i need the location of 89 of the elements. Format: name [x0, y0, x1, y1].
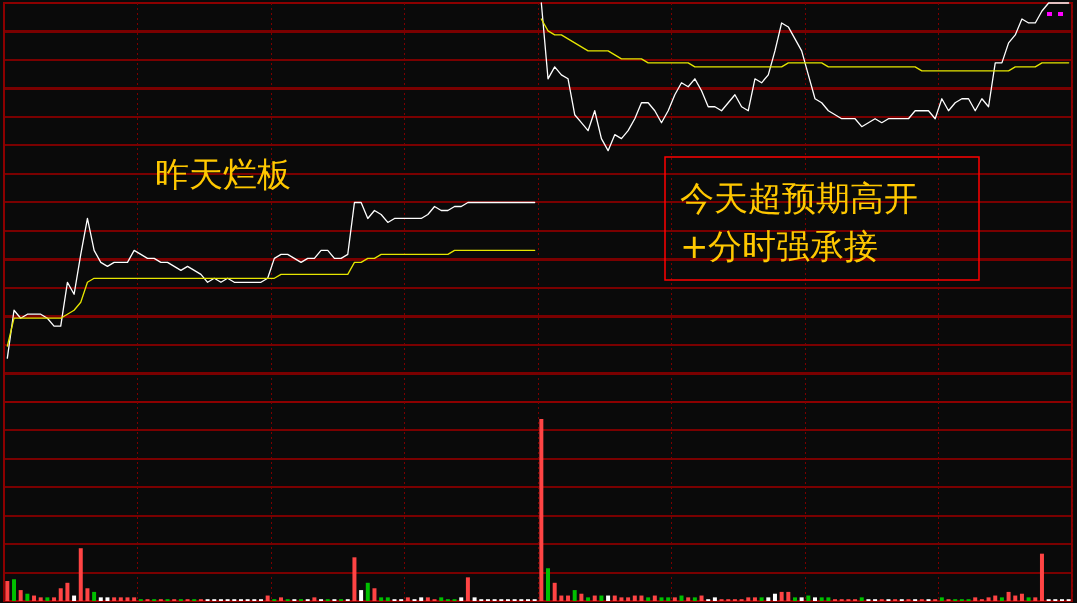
- bar: [552, 582, 557, 601]
- bar: [639, 595, 644, 601]
- bar: [806, 595, 811, 601]
- bar: [265, 595, 270, 601]
- bar: [566, 595, 571, 601]
- bar: [18, 590, 23, 601]
- bar: [312, 597, 317, 601]
- bar: [686, 597, 691, 601]
- bar: [606, 595, 611, 601]
- bar: [78, 548, 83, 601]
- bar: [365, 582, 370, 601]
- bar: [792, 597, 797, 601]
- bar: [766, 597, 771, 601]
- bar: [986, 597, 991, 601]
- bar: [1013, 595, 1018, 601]
- bar: [779, 591, 784, 601]
- annotation: 昨天烂板: [155, 154, 291, 194]
- bar: [1006, 591, 1011, 601]
- bar: [372, 588, 377, 601]
- bar: [572, 590, 577, 601]
- bar: [999, 597, 1004, 601]
- bar: [405, 597, 410, 601]
- bar: [973, 597, 978, 601]
- bar: [786, 591, 791, 601]
- bar: [626, 597, 631, 601]
- bar: [72, 595, 77, 601]
- bar: [359, 590, 364, 601]
- bar: [85, 588, 90, 601]
- bar: [712, 597, 717, 601]
- bar: [939, 597, 944, 601]
- bar: [799, 597, 804, 601]
- bar: [5, 580, 10, 601]
- bar: [813, 597, 818, 601]
- bar: [45, 597, 50, 601]
- bar: [652, 595, 657, 601]
- bar: [425, 597, 430, 601]
- bar: [52, 597, 57, 601]
- bar: [666, 597, 671, 601]
- bar: [385, 597, 390, 601]
- bar: [612, 595, 617, 601]
- bar: [352, 557, 357, 601]
- bar: [379, 597, 384, 601]
- bar: [1026, 597, 1031, 601]
- bar: [759, 597, 764, 601]
- bar: [112, 597, 117, 601]
- bar: [92, 591, 97, 601]
- bar: [12, 579, 17, 601]
- bar: [679, 595, 684, 601]
- bar: [465, 577, 470, 601]
- bar: [746, 597, 751, 601]
- bar: [599, 595, 604, 601]
- bar: [25, 593, 30, 601]
- bar: [646, 597, 651, 601]
- bar: [65, 582, 70, 601]
- bar: [699, 595, 704, 601]
- bar: [546, 568, 551, 601]
- bar: [559, 595, 564, 601]
- bar: [58, 588, 63, 601]
- bar: [819, 597, 824, 601]
- bar: [619, 597, 624, 601]
- bar: [1033, 597, 1038, 601]
- bar: [772, 593, 777, 601]
- bar: [132, 597, 137, 601]
- bar: [38, 597, 43, 601]
- bar: [125, 597, 130, 601]
- bar: [32, 595, 37, 601]
- bar: [105, 597, 110, 601]
- bar: [1039, 553, 1044, 601]
- bar: [118, 597, 123, 601]
- bar: [859, 597, 864, 601]
- bar: [659, 597, 664, 601]
- bar: [672, 597, 677, 601]
- bar: [592, 595, 597, 601]
- bar: [279, 597, 284, 601]
- bar: [459, 597, 464, 601]
- bar: [826, 597, 831, 601]
- bar: [439, 597, 444, 601]
- bar: [98, 597, 103, 601]
- bar: [472, 597, 477, 601]
- annotation: 今天超预期高开 +分时强承接: [680, 178, 918, 266]
- bar: [579, 593, 584, 601]
- bar: [539, 419, 544, 601]
- bar: [586, 597, 591, 601]
- bar: [752, 597, 757, 601]
- bar: [419, 597, 424, 601]
- bar: [1019, 593, 1024, 601]
- bar: [692, 597, 697, 601]
- bar: [632, 595, 637, 601]
- bar: [993, 595, 998, 601]
